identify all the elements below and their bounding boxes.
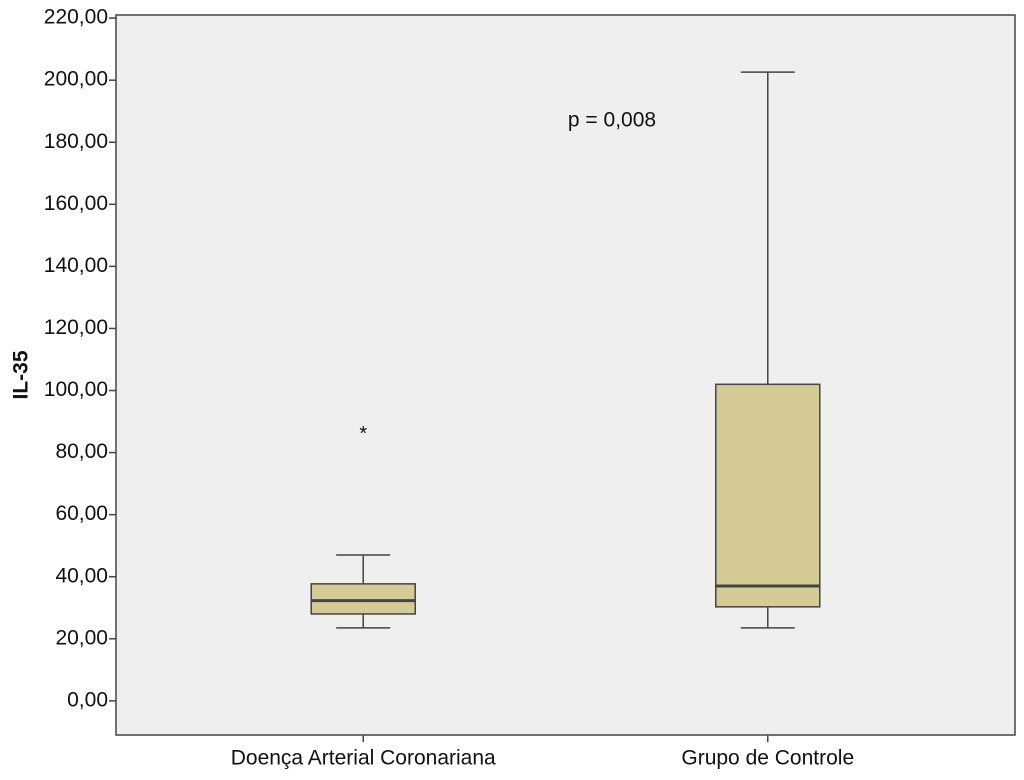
y-tick-label: 120,00 [44, 316, 108, 339]
y-tick-label: 100,00 [44, 378, 108, 401]
y-tick-label: 220,00 [44, 6, 108, 29]
outlier: * [359, 423, 367, 445]
x-tick-label: Doença Arterial Coronariana [231, 747, 496, 770]
y-tick-label: 80,00 [55, 440, 108, 463]
y-tick-label: 160,00 [44, 192, 108, 215]
annotation: p = 0,008 [568, 109, 656, 132]
y-tick-label: 40,00 [55, 564, 108, 587]
y-tick-label: 180,00 [44, 130, 108, 153]
box [310, 583, 416, 615]
y-tick-label: 20,00 [55, 626, 108, 649]
y-axis-label: IL-35 [10, 350, 33, 399]
y-tick-label: 60,00 [55, 502, 108, 525]
x-tick-label: Grupo de Controle [681, 747, 854, 770]
box [715, 383, 821, 608]
y-tick-label: 0,00 [67, 688, 108, 711]
y-tick-label: 200,00 [44, 68, 108, 91]
y-tick-label: 140,00 [44, 254, 108, 277]
plot-area [115, 14, 1016, 736]
